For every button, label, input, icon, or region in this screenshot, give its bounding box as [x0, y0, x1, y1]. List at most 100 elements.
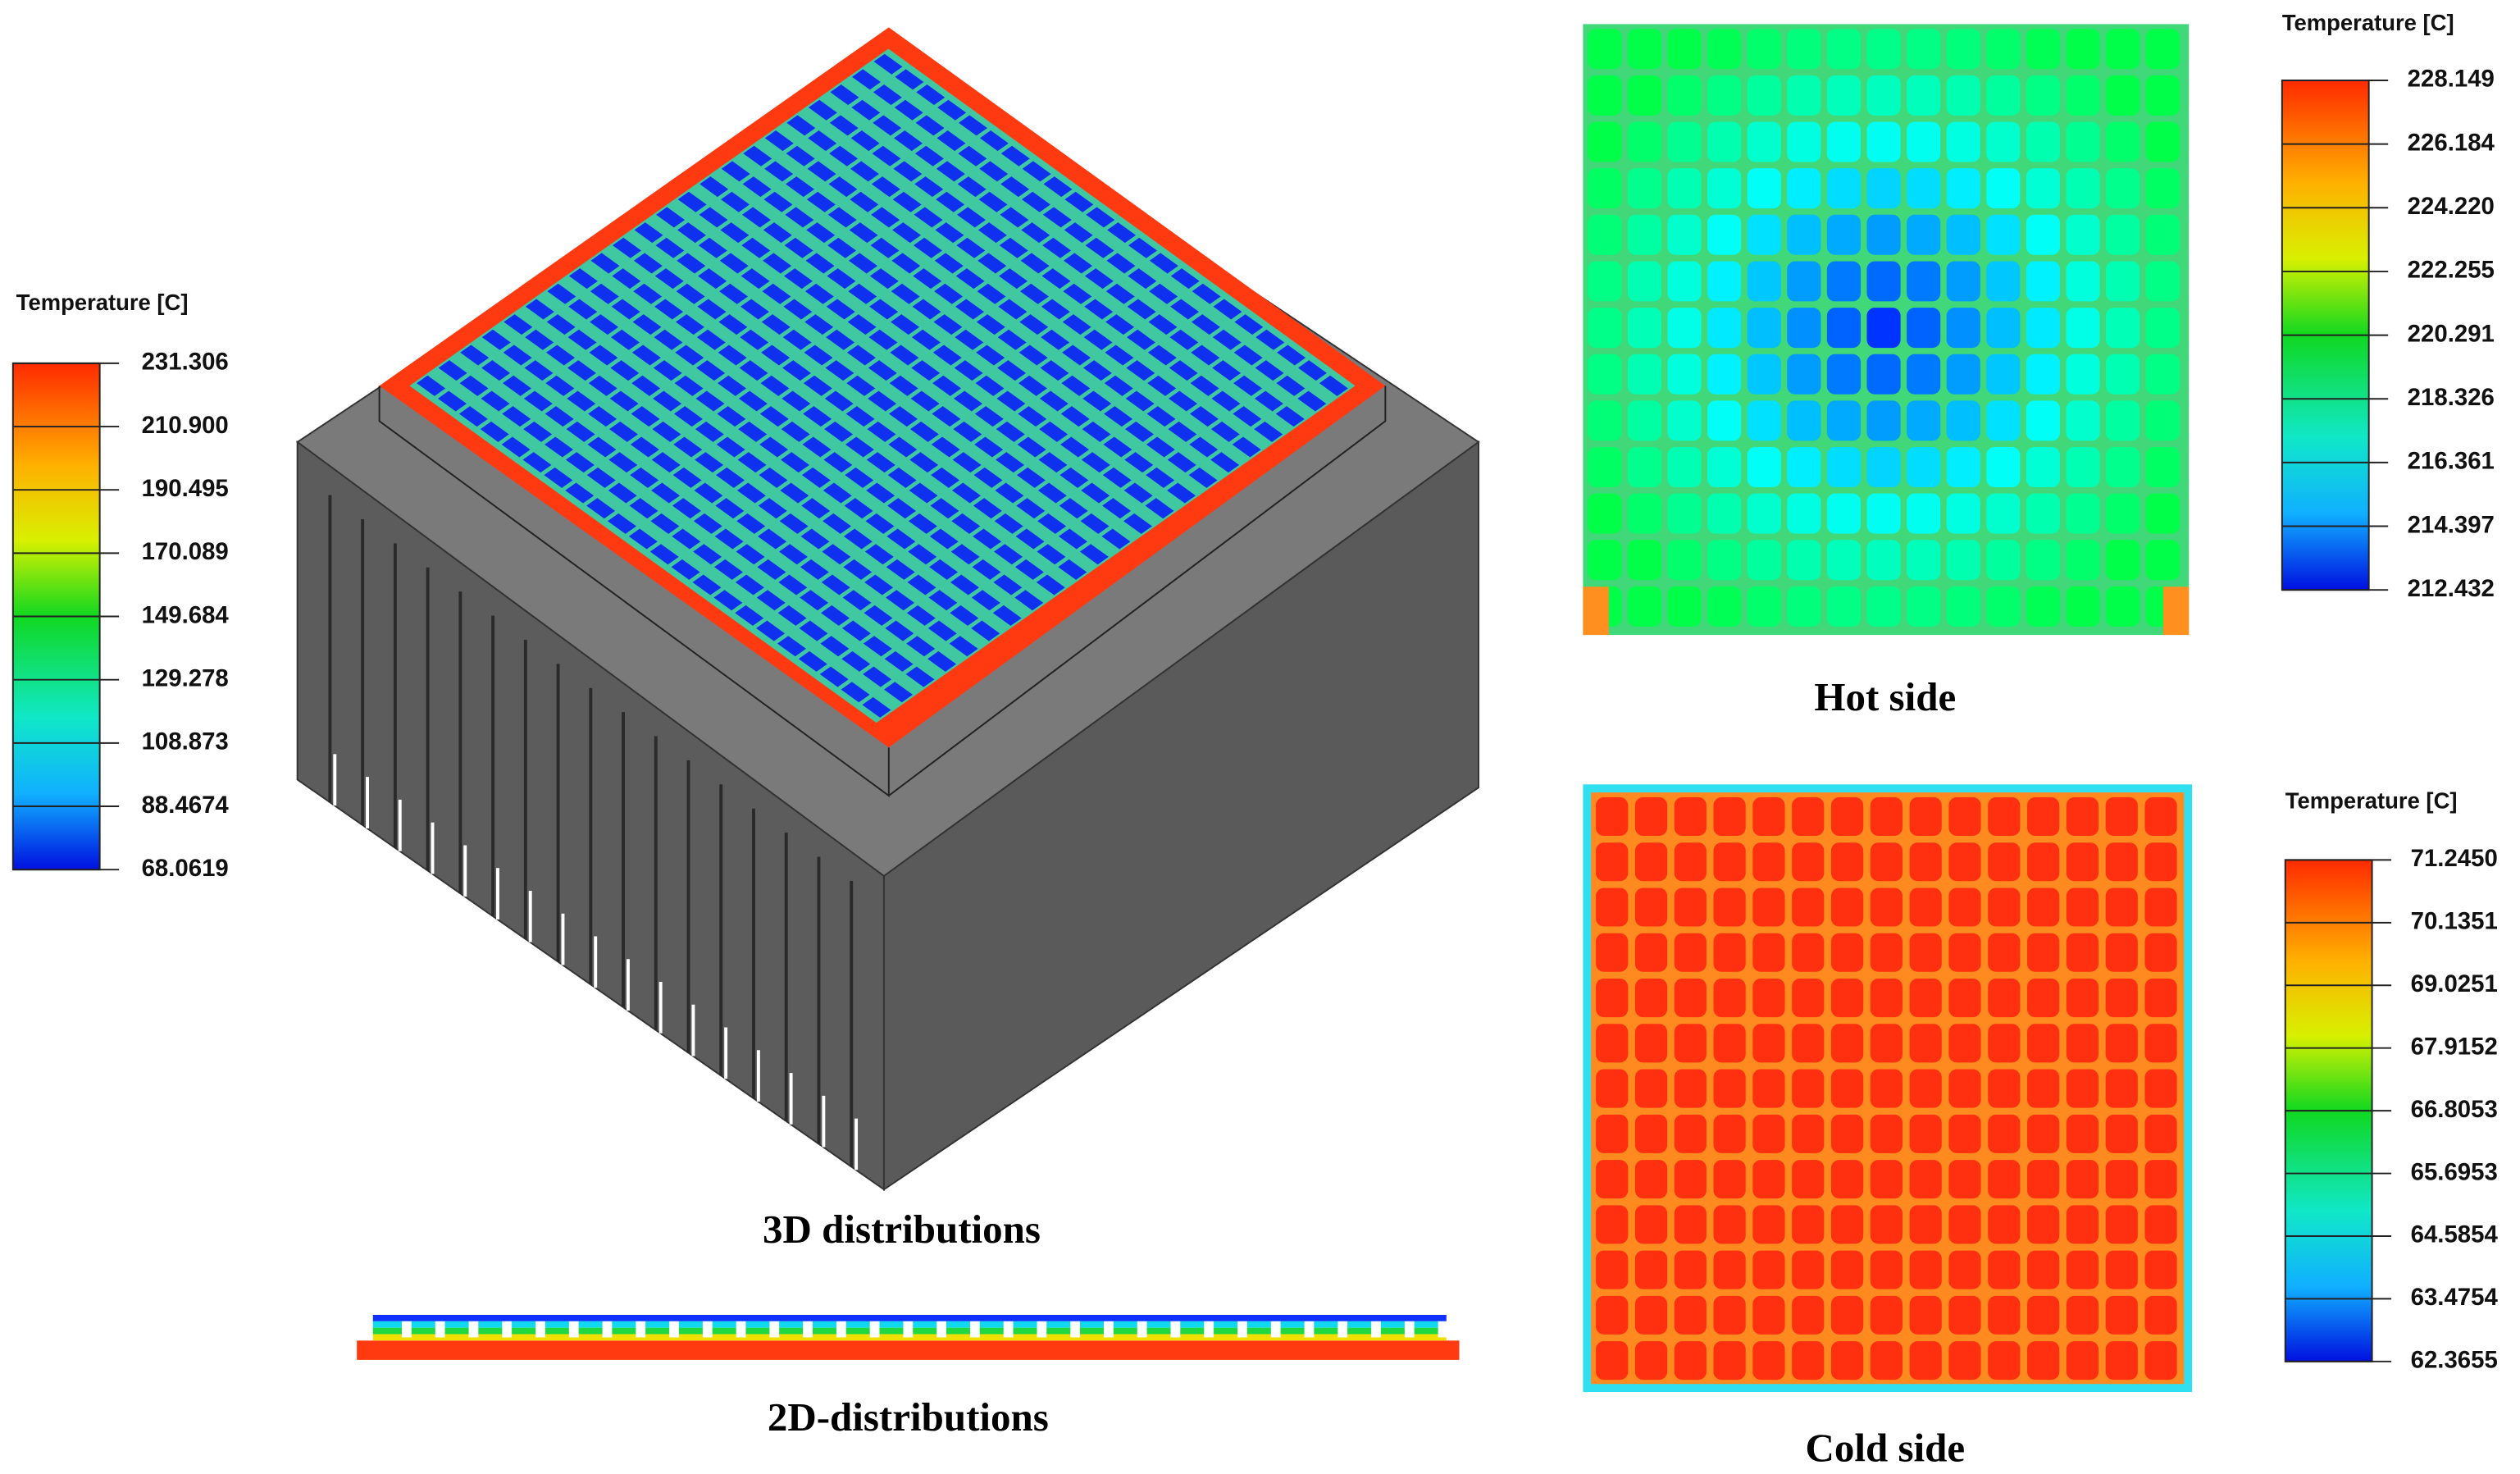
hole — [903, 1321, 914, 1338]
cell — [1986, 308, 2021, 349]
cell — [1986, 493, 2021, 534]
cell — [2105, 1205, 2138, 1244]
cell — [911, 360, 941, 381]
cell — [1792, 1024, 1825, 1063]
cell — [1787, 308, 1821, 349]
cell — [892, 222, 922, 244]
cell — [631, 345, 661, 366]
cell — [736, 544, 765, 565]
hole — [502, 1321, 513, 1338]
cell — [437, 390, 467, 412]
cell — [1596, 1341, 1629, 1380]
cell — [692, 574, 722, 596]
cell — [888, 436, 918, 458]
cell — [1866, 214, 1901, 255]
cell — [1747, 400, 1781, 441]
cell — [1021, 222, 1050, 244]
colorbar-label: 228.149 — [2408, 66, 2495, 93]
cell — [459, 375, 489, 396]
cell — [1707, 29, 1742, 70]
cell — [1707, 308, 1742, 349]
cell — [906, 636, 936, 657]
cell — [1752, 1024, 1785, 1063]
cell — [1866, 261, 1901, 302]
cell — [2066, 121, 2100, 162]
cell — [845, 467, 874, 488]
cell — [2026, 540, 2061, 581]
cell — [2145, 308, 2180, 349]
cell — [993, 574, 1023, 596]
cell — [2066, 1114, 2099, 1153]
cell — [886, 528, 916, 550]
cell — [1747, 540, 1781, 581]
cell — [1596, 1160, 1629, 1199]
cell — [1907, 400, 1941, 441]
cell — [1948, 842, 1981, 882]
cell — [2066, 796, 2099, 837]
cell — [1015, 528, 1045, 550]
cell — [820, 636, 850, 657]
cell — [628, 528, 658, 550]
cell — [914, 207, 943, 228]
cell — [1255, 360, 1284, 381]
cell — [1787, 168, 1821, 209]
cell — [2026, 214, 2061, 255]
cell — [2027, 1069, 2060, 1108]
cell — [1060, 406, 1090, 427]
hole — [1304, 1321, 1315, 1338]
cell — [1210, 421, 1240, 442]
colorbar-label: 222.255 — [2408, 257, 2495, 284]
cell — [889, 375, 918, 396]
cell — [1596, 1069, 1629, 1108]
cell — [1752, 796, 1785, 837]
cell — [1104, 406, 1133, 427]
cell — [911, 329, 941, 350]
cell — [758, 528, 787, 550]
cell — [895, 69, 924, 90]
cell — [608, 482, 637, 504]
cell — [1866, 400, 1901, 441]
cell — [1946, 354, 1980, 395]
cell — [2106, 400, 2140, 441]
corner — [2162, 586, 2190, 636]
cell — [869, 299, 899, 320]
cell — [1747, 75, 1781, 116]
cell — [1588, 308, 1622, 349]
cell — [1986, 75, 2021, 116]
cell — [1909, 1205, 1942, 1244]
cell — [2066, 446, 2100, 487]
cell — [2027, 796, 2060, 837]
cell — [609, 390, 639, 412]
cell — [1167, 482, 1196, 504]
cell — [654, 299, 684, 320]
cell — [1946, 446, 1980, 487]
cell — [1909, 842, 1942, 882]
cell — [798, 650, 827, 672]
cell — [764, 161, 794, 182]
cell — [848, 253, 877, 274]
cell — [2106, 446, 2140, 487]
cell — [1707, 75, 1742, 116]
cell — [827, 237, 857, 258]
cell — [672, 467, 702, 488]
cell — [1674, 1295, 1707, 1335]
cell — [2106, 308, 2140, 349]
cell — [762, 283, 791, 304]
colorbar-label: 108.873 — [142, 728, 229, 755]
cell — [807, 161, 836, 182]
cell — [1039, 390, 1069, 412]
cell — [2026, 493, 2061, 534]
cell — [890, 345, 919, 366]
cell — [1948, 1024, 1981, 1063]
cell — [827, 268, 856, 290]
cell — [1792, 933, 1825, 972]
cell — [1866, 493, 1901, 534]
cell — [566, 421, 595, 442]
cell — [1038, 452, 1068, 473]
cell — [863, 636, 892, 657]
colorbar-label: 69.0251 — [2411, 970, 2498, 997]
cell — [545, 406, 574, 427]
cell — [1106, 253, 1136, 274]
cell — [1986, 586, 2021, 627]
cell — [1634, 1205, 1668, 1244]
